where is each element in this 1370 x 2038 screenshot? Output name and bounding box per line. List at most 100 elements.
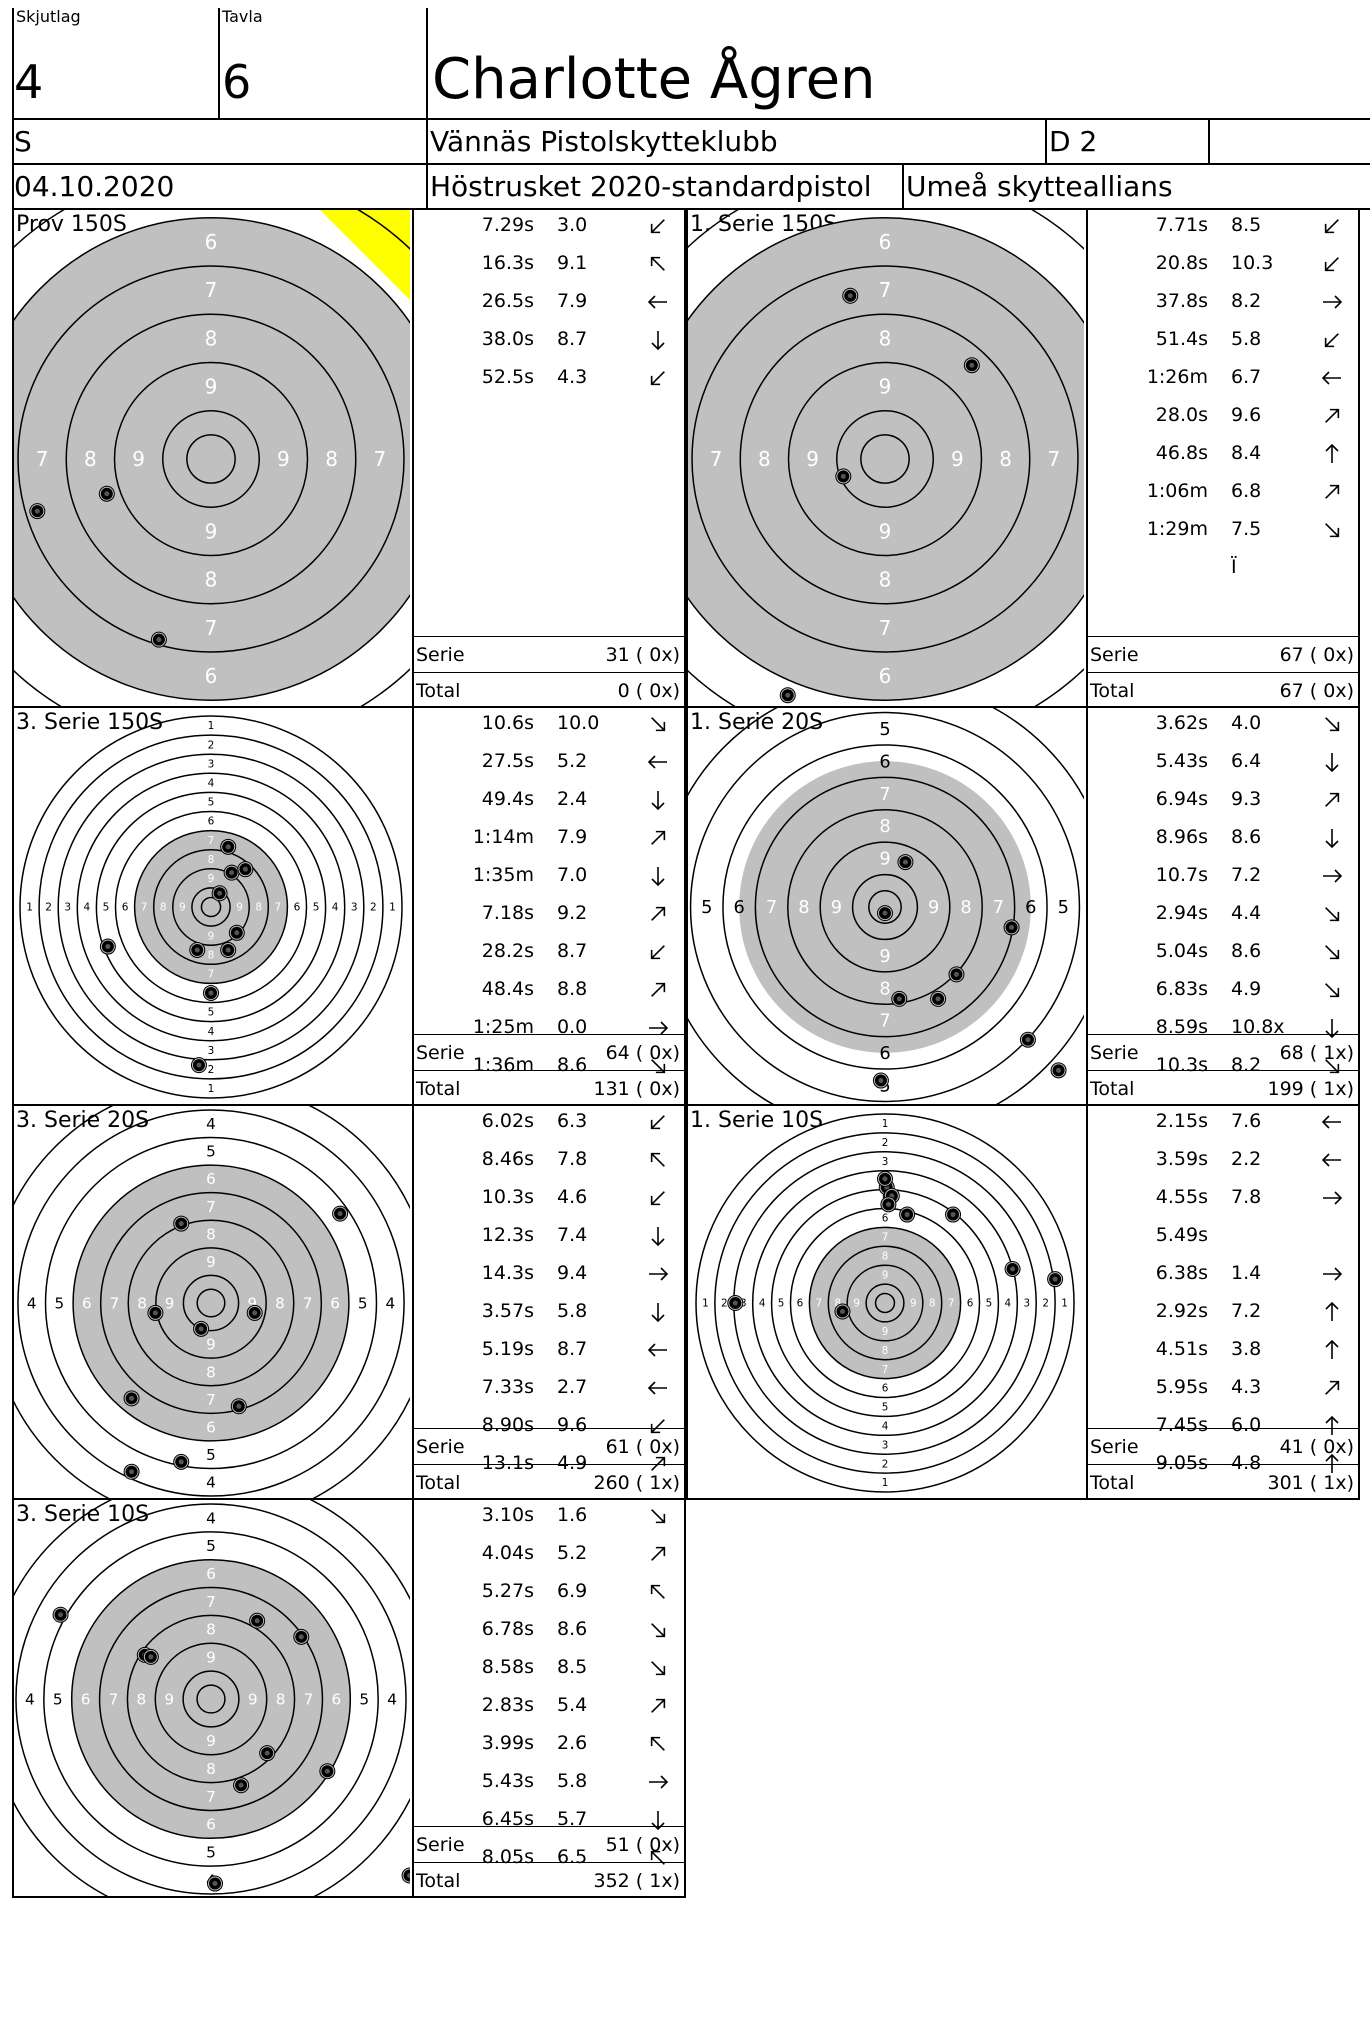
- inner-ten: [868, 890, 902, 924]
- ring-number: 8: [999, 447, 1012, 471]
- ring: [44, 1136, 378, 1470]
- direction-arrow-icon: [1321, 1115, 1341, 1129]
- ring-number: 7: [205, 616, 218, 640]
- shot-row: 37.8s 8.2: [1088, 290, 1358, 328]
- ring-number: 6: [967, 1298, 974, 1310]
- serie-label: Serie: [416, 1436, 465, 1458]
- target-diagram: 9999888877776666555544443333: [12, 1500, 410, 1898]
- ring-number: 2: [208, 1064, 215, 1076]
- shot-time: 6.02s: [481, 1110, 534, 1132]
- shot-list: 6.02s 6.3 8.46s 7.8 10.3s 4.6 12.3s 7.4 14.3s 9.4…: [412, 1106, 686, 1500]
- divider: [902, 163, 904, 208]
- ring-number: 6: [205, 664, 218, 688]
- target-diagram: 999988887777666655554444333322221111: [695, 1113, 1075, 1493]
- ring-number: 8: [208, 949, 215, 961]
- shooter-name: Charlotte Ågren: [432, 47, 876, 112]
- shot-points: 8.5: [557, 1656, 588, 1678]
- ring-number: 7: [36, 447, 49, 471]
- shot-points: 6.4: [1231, 750, 1262, 772]
- shot-row: 1:29m 7.5: [1088, 518, 1358, 556]
- ring-number: 2: [208, 739, 215, 751]
- shot-row: 6.83s 4.9: [1088, 978, 1358, 1016]
- serie-value: 31 ( 0x): [605, 644, 680, 666]
- shot-time: 8.90s: [481, 1414, 534, 1436]
- shot-time: 1:14m: [472, 826, 534, 848]
- shot-row: 3.62s 4.0: [1088, 712, 1358, 750]
- shot-row: Ï: [1088, 556, 1358, 594]
- ring-number: 5: [206, 1143, 216, 1161]
- ring: [17, 265, 405, 653]
- shot-time: 6.38s: [1155, 1262, 1208, 1284]
- direction-arrow-icon: [651, 1303, 665, 1323]
- shot-points: 4.9: [1231, 978, 1262, 1000]
- direction-arrow-icon: [650, 1115, 665, 1130]
- serie-label: Serie: [1090, 1042, 1139, 1064]
- total-value: 301 ( 1x): [1267, 1472, 1354, 1494]
- ring-number: 6: [879, 664, 892, 688]
- shot-row: 16.3s 9.1: [414, 252, 684, 290]
- shot-points: 3.8: [1231, 1338, 1262, 1360]
- ring-number: 6: [206, 1816, 216, 1834]
- ring-number: 7: [141, 902, 148, 914]
- ring-number: 8: [205, 326, 218, 350]
- shot-time: 27.5s: [481, 750, 534, 772]
- ring-number: 9: [206, 1732, 216, 1750]
- ring-number: 5: [879, 719, 890, 740]
- ring: [99, 1191, 323, 1415]
- shot-time: 26.5s: [481, 290, 534, 312]
- shot-row: 10.3s 4.6: [414, 1186, 684, 1224]
- inner-ten: [874, 1292, 896, 1314]
- ring: [722, 744, 1048, 1070]
- shot-time: 37.8s: [1155, 290, 1208, 312]
- ring: [15, 1503, 407, 1895]
- direction-arrow-icon: [647, 1343, 667, 1357]
- ring-number: 8: [882, 1250, 889, 1262]
- shot-points: 7.9: [557, 826, 588, 848]
- ring-number: 8: [255, 902, 262, 914]
- shot-row: 5.43s 6.4: [1088, 750, 1358, 788]
- ring-number: 1: [208, 720, 215, 732]
- shot-points: 8.7: [557, 940, 588, 962]
- shot-time: 28.0s: [1155, 404, 1208, 426]
- ring-number: 9: [164, 1690, 174, 1708]
- ring-number: 1: [882, 1477, 889, 1489]
- ring-number: 9: [951, 447, 964, 471]
- direction-arrow-icon: [1325, 484, 1340, 499]
- ring: [172, 868, 250, 946]
- ring-number: 7: [879, 616, 892, 640]
- ring-number: 5: [359, 1690, 369, 1708]
- serie-label: Serie: [1090, 644, 1139, 666]
- ring: [12, 217, 410, 701]
- shot-points: 4.3: [1231, 1376, 1262, 1398]
- shot-time: 1:26m: [1146, 366, 1208, 388]
- direction-arrow-icon: [651, 791, 665, 811]
- ring: [152, 848, 270, 966]
- direction-arrow-icon: [1324, 333, 1339, 348]
- ring-number: 9: [206, 1336, 216, 1354]
- aim-disc: [12, 217, 410, 701]
- direction-arrow-icon: [650, 219, 665, 234]
- shot-points: 6.8: [1231, 480, 1262, 502]
- ring: [787, 361, 983, 557]
- serie-summary: Serie 41 ( 0x): [1088, 1428, 1358, 1465]
- shot-time: 10.6s: [481, 712, 534, 734]
- ring-number: 3: [1023, 1298, 1030, 1310]
- competition-name: Höstrusket 2020-standardpistol: [430, 170, 872, 203]
- ring-number: 8: [879, 326, 892, 350]
- ring-number: 4: [206, 1509, 216, 1527]
- ring-number: 2: [370, 902, 377, 914]
- divider: [426, 8, 428, 208]
- shot-time: 2.94s: [1155, 902, 1208, 924]
- direction-arrow-icon: [649, 1021, 669, 1035]
- shot-time: 5.43s: [481, 1770, 534, 1792]
- ring-number: 7: [206, 1198, 216, 1216]
- direction-arrow-icon: [1325, 523, 1340, 538]
- shot-points: 9.6: [1231, 404, 1262, 426]
- ring-number: 5: [986, 1298, 993, 1310]
- shot-list: 2.15s 7.6 3.59s 2.2 4.55s 7.8 5.49s 6.38s 1.4 2.9…: [1086, 1106, 1360, 1500]
- shot-points: 9.3: [1231, 788, 1262, 810]
- series-title: Prov 150S: [16, 212, 127, 237]
- total-value: 131 ( 0x): [593, 1078, 680, 1100]
- serie-value: 61 ( 0x): [605, 1436, 680, 1458]
- serie-summary: Serie 64 ( 0x): [414, 1034, 684, 1071]
